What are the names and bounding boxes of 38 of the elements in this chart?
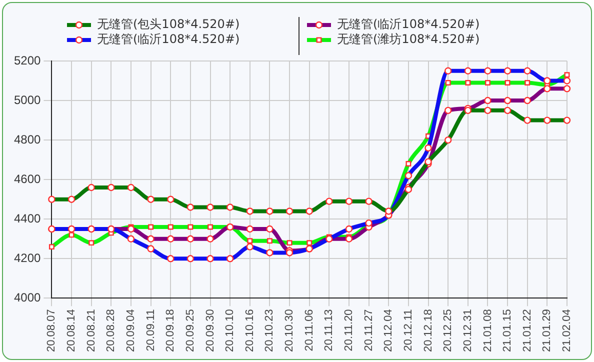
x-tick-label: 20.11.13 bbox=[323, 309, 336, 352]
x-tick-label: 20.08.21 bbox=[85, 309, 98, 352]
y-tick-label: 4200 bbox=[14, 250, 42, 265]
x-tick-label: 20.08.14 bbox=[66, 309, 78, 352]
x-tick-label: 20.08.07 bbox=[46, 309, 58, 352]
x-tick-label: 20.09.18 bbox=[164, 309, 177, 352]
x-tick-label: 20.12.18 bbox=[422, 309, 434, 352]
x-tick-label: 20.11.27 bbox=[362, 309, 375, 352]
y-tick-label: 4800 bbox=[14, 132, 42, 146]
x-tick-label: 20.09.30 bbox=[204, 309, 216, 352]
legend-label: 无缝管(临沂108*4.520#) bbox=[97, 32, 240, 46]
x-tick-label: 20.12.31 bbox=[462, 309, 474, 352]
x-tick-label: 20.11.20 bbox=[343, 309, 356, 352]
y-tick-label: 4400 bbox=[14, 211, 42, 226]
x-tick-label: 20.10.10 bbox=[224, 309, 236, 352]
x-tick-label: 21.01.29 bbox=[541, 309, 554, 352]
y-tick-label: 4600 bbox=[14, 172, 42, 186]
x-tick-label: 20.12.25 bbox=[442, 309, 454, 352]
x-tick-label: 20.08.28 bbox=[105, 309, 118, 352]
x-tick-label: 21.01.15 bbox=[502, 309, 514, 352]
y-tick-label: 5200 bbox=[14, 53, 42, 68]
legend-label: 无缝管(临沂108*4.520#) bbox=[337, 17, 480, 32]
x-tick-label: 20.09.04 bbox=[125, 309, 138, 352]
x-tick-label: 20.09.25 bbox=[184, 309, 196, 352]
x-tick-label: 20.12.11 bbox=[402, 309, 414, 352]
x-tick-label: 20.10.23 bbox=[264, 309, 276, 352]
x-tick-label: 21.02.04 bbox=[561, 309, 574, 352]
y-tick-label: 4000 bbox=[14, 290, 42, 304]
x-tick-label: 21.01.22 bbox=[521, 309, 534, 352]
x-tick-label: 20.10.16 bbox=[244, 309, 256, 352]
legend-label: 无缝管(潍坊108*4.520#) bbox=[337, 32, 480, 46]
x-tick-label: 20.12.04 bbox=[382, 309, 395, 352]
x-tick-label: 20.10.30 bbox=[284, 309, 296, 352]
x-tick-label: 21.01.08 bbox=[482, 309, 494, 352]
legend-label: 无缝管(包头108*4.520#) bbox=[97, 17, 240, 32]
x-tick-label: 20.11.06 bbox=[303, 309, 316, 352]
y-tick-label: 5000 bbox=[14, 92, 42, 107]
x-tick-label: 20.09.11 bbox=[144, 309, 157, 352]
